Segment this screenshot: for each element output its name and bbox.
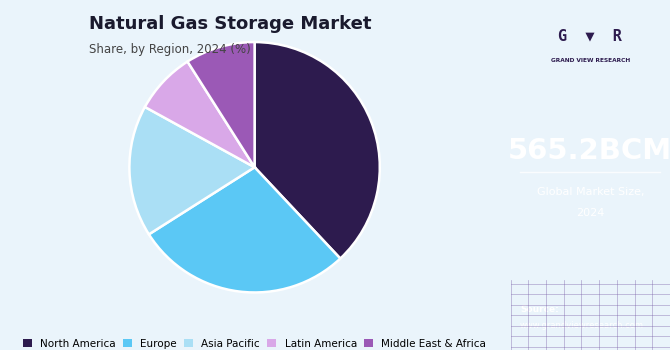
Text: 565.2BCM: 565.2BCM xyxy=(508,136,670,164)
Text: Share, by Region, 2024 (%): Share, by Region, 2024 (%) xyxy=(89,43,251,56)
Wedge shape xyxy=(145,62,255,167)
Text: 2024: 2024 xyxy=(576,209,604,218)
Text: G  ▼  R: G ▼ R xyxy=(558,29,622,44)
Legend: North America, Europe, Asia Pacific, Latin America, Middle East & Africa: North America, Europe, Asia Pacific, Lat… xyxy=(19,335,490,350)
Wedge shape xyxy=(129,107,255,234)
Text: Global Market Size,: Global Market Size, xyxy=(537,188,644,197)
Text: Natural Gas Storage Market: Natural Gas Storage Market xyxy=(89,14,372,33)
Wedge shape xyxy=(149,167,340,293)
Text: Source:: Source: xyxy=(520,305,559,314)
Text: GRAND VIEW RESEARCH: GRAND VIEW RESEARCH xyxy=(551,58,630,63)
Wedge shape xyxy=(255,42,380,259)
Text: www.grandviewresearch.com: www.grandviewresearch.com xyxy=(520,321,644,330)
Wedge shape xyxy=(188,42,255,167)
